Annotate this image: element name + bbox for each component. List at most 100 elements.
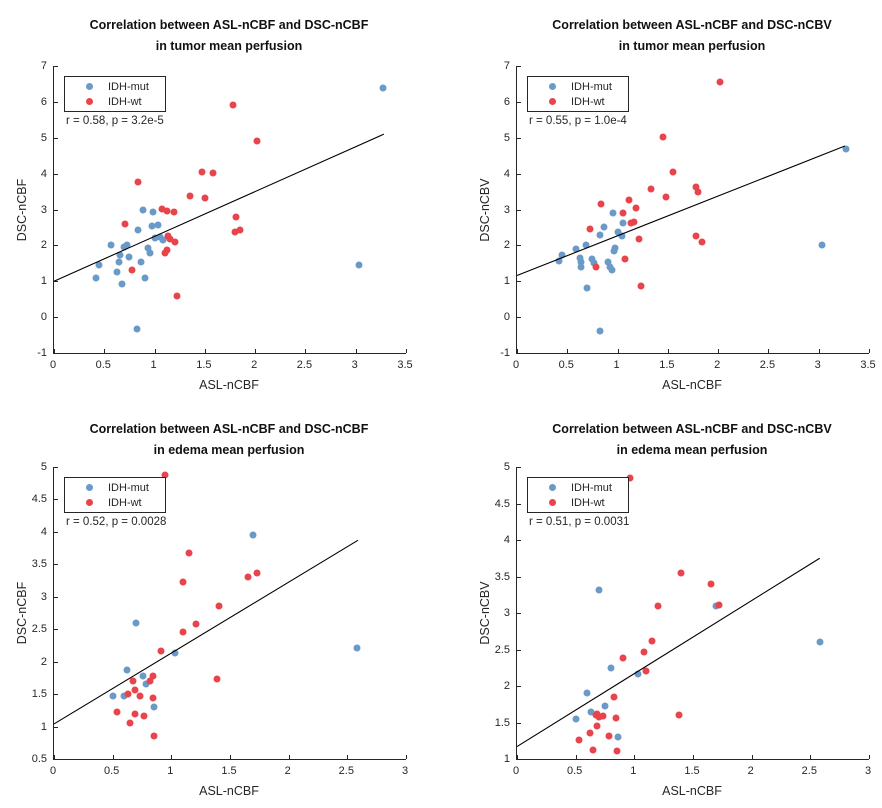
x-axis-label: ASL-nCBF (662, 784, 722, 798)
x-tick-mark (104, 349, 106, 353)
y-tick-mark (54, 759, 58, 760)
y-tick-mark (54, 531, 58, 533)
y-tick-label: 1.5 (494, 716, 510, 729)
x-tick-label: 0.5 (567, 765, 583, 777)
x-tick-label: 3 (814, 359, 821, 371)
data-point-idh-wt (166, 235, 174, 243)
y-tick-label: 1 (503, 275, 510, 288)
x-tick-mark (751, 755, 753, 759)
data-point-idh-wt (192, 620, 200, 628)
y-tick-label: 2.5 (494, 643, 510, 656)
y-tick-mark (517, 613, 521, 614)
data-point-idh-mut (618, 232, 626, 240)
regression-line (516, 145, 846, 277)
y-tick-mark (517, 759, 521, 760)
legend-label-idh-wt: IDH-wt (571, 496, 605, 509)
data-point-idh-wt (707, 580, 715, 588)
data-point-idh-wt (619, 209, 627, 217)
data-point-idh-wt (229, 101, 237, 109)
y-tick-label: 1 (40, 720, 47, 733)
y-tick-mark (517, 722, 521, 724)
y-tick-mark (54, 694, 58, 696)
data-point-idh-mut (142, 680, 150, 688)
y-tick-label: 5 (503, 461, 510, 473)
x-tick-label: 1 (630, 765, 637, 777)
data-point-idh-mut (572, 245, 580, 253)
data-point-idh-mut (133, 325, 141, 333)
legend-marker-idh-wt-icon (549, 499, 556, 506)
data-point-idh-wt (692, 232, 700, 240)
data-point-idh-wt (648, 637, 656, 645)
x-tick-mark (575, 755, 577, 759)
x-tick-mark (406, 349, 407, 353)
data-point-idh-mut (816, 638, 824, 646)
data-point-idh-wt (129, 677, 137, 685)
x-tick-mark (517, 755, 518, 759)
data-point-idh-mut (249, 531, 257, 539)
legend-item-idh-wt: IDH-wt (65, 495, 165, 510)
x-tick-label: 1.5 (659, 359, 675, 371)
chart-title: Correlation between ASL-nCBF and DSC-nCB… (516, 419, 868, 461)
data-point-idh-mut (144, 244, 152, 252)
y-tick-mark (517, 101, 521, 103)
x-tick-label: 0.5 (104, 765, 120, 777)
x-tick-label: 3.5 (397, 359, 413, 371)
data-point-idh-mut (608, 266, 616, 274)
data-point-idh-wt (232, 213, 240, 221)
data-point-idh-wt (632, 204, 640, 212)
y-tick-mark (517, 245, 521, 247)
data-point-idh-mut (151, 234, 159, 242)
data-point-idh-mut (604, 258, 611, 266)
x-tick-mark (818, 349, 820, 353)
y-tick-label: 1 (503, 753, 510, 765)
y-tick-label: 2 (40, 655, 47, 668)
data-point-idh-wt (231, 228, 239, 236)
data-point-idh-mut (159, 236, 167, 244)
y-tick-label: 3 (503, 607, 510, 619)
y-tick-label: 3 (40, 590, 47, 603)
data-point-idh-wt (161, 471, 169, 479)
x-tick-label: 2 (284, 765, 291, 777)
x-tick-label: 1.5 (684, 765, 700, 777)
chart-title-line1: Correlation between ASL-nCBF and DSC-nCB… (89, 422, 369, 436)
data-point-idh-wt (692, 183, 700, 191)
data-point-idh-wt (625, 196, 633, 204)
legend: IDH-mut IDH-wt (527, 477, 629, 513)
data-point-idh-mut (609, 209, 617, 217)
chart-title: Correlation between ASL-nCBF and DSC-nCB… (516, 15, 868, 57)
data-point-idh-wt (209, 169, 217, 177)
x-tick-mark (288, 755, 290, 759)
y-tick-mark (517, 353, 521, 354)
data-point-idh-wt (586, 729, 594, 737)
data-point-idh-wt (669, 168, 677, 176)
data-point-idh-wt (215, 602, 223, 610)
regression-line (53, 133, 385, 282)
x-tick-mark (567, 349, 569, 353)
data-point-idh-wt (149, 672, 157, 680)
y-tick-label: 5 (40, 131, 47, 144)
correlation-stats: r = 0.55, p = 1.0e-4 (529, 115, 627, 127)
chart-title: Correlation between ASL-nCBF and DSC-nCB… (53, 15, 405, 57)
y-tick-mark (517, 467, 521, 468)
correlation-stats: r = 0.52, p = 0.0028 (66, 516, 167, 528)
data-point-idh-wt (113, 708, 121, 716)
data-point-idh-wt (136, 692, 144, 700)
data-point-idh-mut (558, 251, 566, 259)
x-tick-mark (305, 349, 307, 353)
y-tick-label: 7 (40, 60, 47, 72)
plot-area: IDH-mut IDH-wt r = 0.51, p = 0.0031 (516, 467, 870, 760)
x-tick-label: 0 (49, 765, 57, 777)
legend-item-idh-wt: IDH-wt (528, 94, 628, 109)
y-tick-label: -1 (500, 347, 510, 359)
data-point-idh-mut (154, 221, 162, 229)
x-tick-label: 2 (251, 359, 258, 371)
y-tick-label: 7 (503, 60, 510, 72)
legend-item-idh-mut: IDH-mut (65, 79, 165, 94)
chart-title-line1: Correlation between ASL-nCBF and DSC-nCB… (552, 422, 832, 436)
legend-marker-idh-mut-icon (86, 83, 93, 90)
data-point-idh-mut (634, 670, 642, 678)
x-tick-label: 1.5 (196, 359, 212, 371)
data-point-idh-wt (170, 208, 178, 216)
legend-item-idh-mut: IDH-mut (65, 480, 165, 495)
data-point-idh-mut (123, 241, 131, 249)
